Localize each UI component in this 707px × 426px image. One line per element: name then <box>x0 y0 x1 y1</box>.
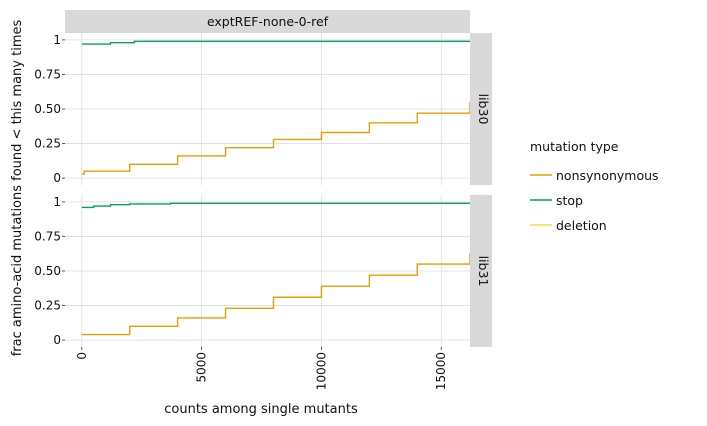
x-tick-label: 15000 <box>434 352 448 390</box>
legend-label-nonsynonymous: nonsynonymous <box>556 168 659 183</box>
row-facet-label-lib31: lib31 <box>476 256 491 287</box>
y-tick-label: 0 <box>53 333 61 347</box>
y-tick-label: 1 <box>53 195 61 209</box>
y-tick-label: 0.75 <box>34 67 61 81</box>
y-tick-label: 0.50 <box>34 102 61 116</box>
panel-lib30: 0 0.25 0.50 0.75 1 <box>34 33 471 185</box>
x-tick-label: 10000 <box>314 352 328 390</box>
legend: mutation type nonsynonymous stop deletion <box>530 139 659 233</box>
panel-lib31: 0 0.25 0.50 0.75 1 0 5000 10000 15000 <box>34 195 471 390</box>
column-facet-label: exptREF-none-0-ref <box>207 14 329 29</box>
row-facet-label-lib30: lib30 <box>476 94 491 125</box>
column-facet-strip <box>65 10 470 33</box>
row-facet-strip-lib30 <box>470 33 492 185</box>
x-tick-label: 0 <box>75 352 89 360</box>
legend-label-deletion: deletion <box>556 218 607 233</box>
y-tick-label: 0.25 <box>34 299 61 313</box>
x-tick-label: 5000 <box>195 352 209 383</box>
row-facet-strip-lib31 <box>470 195 492 347</box>
y-tick-label: 0 <box>53 171 61 185</box>
y-tick-label: 0.25 <box>34 137 61 151</box>
legend-title: mutation type <box>530 139 619 154</box>
series-line-nonsynonymous <box>81 102 471 175</box>
x-axis-title: counts among single mutants <box>164 402 358 417</box>
y-tick-label: 1 <box>53 33 61 47</box>
series-line-nonsynonymous <box>81 253 471 336</box>
y-tick-label: 0.50 <box>34 264 61 278</box>
y-tick-label: 0.75 <box>34 229 61 243</box>
series-line-stop <box>81 40 470 45</box>
legend-label-stop: stop <box>556 193 583 208</box>
series-line-stop <box>81 202 470 209</box>
y-axis-title: frac amino-acid mutations found < this m… <box>10 20 25 357</box>
